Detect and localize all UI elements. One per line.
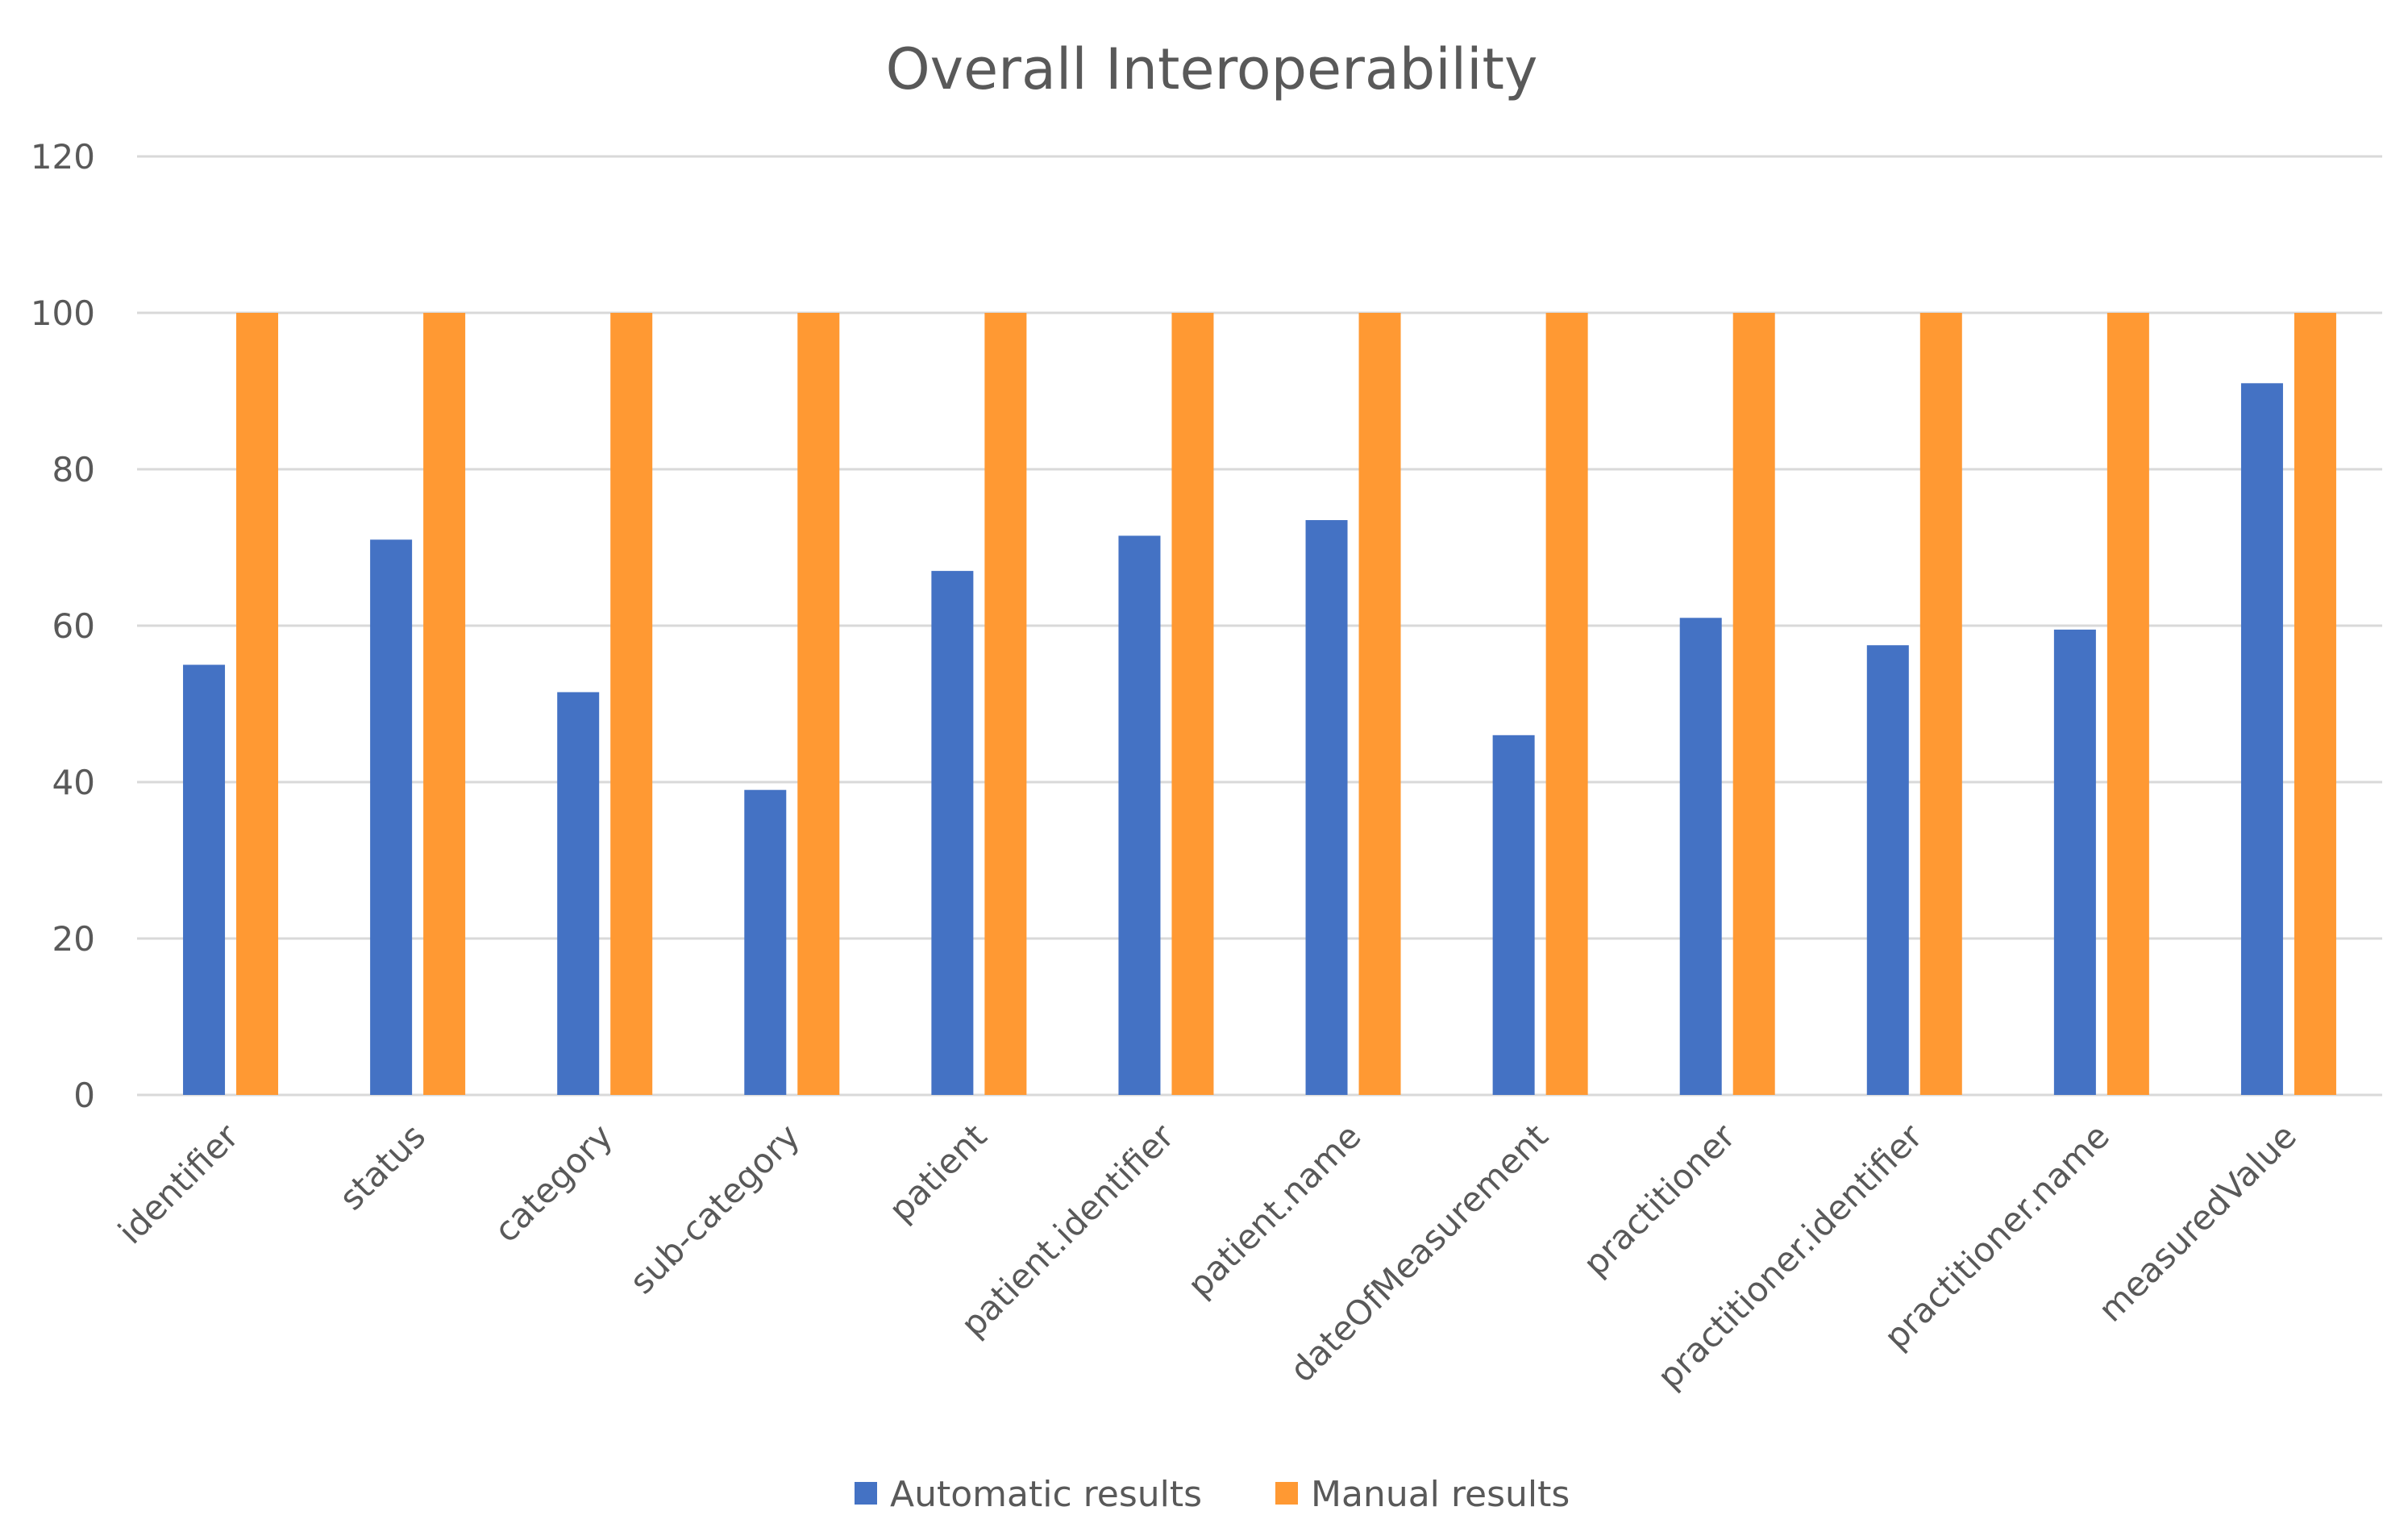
bar-automatic-patient-name xyxy=(1305,520,1348,1095)
bar-automatic-sub-category xyxy=(744,789,787,1095)
y-tick-label: 60 xyxy=(52,606,95,646)
bar-manual-status xyxy=(423,313,466,1095)
category-label: patient.name xyxy=(1180,1116,1369,1305)
bar-automatic-practitioner-identifier xyxy=(1866,645,1909,1095)
y-tick-label: 100 xyxy=(31,293,95,333)
bar-automatic-category xyxy=(557,692,600,1095)
y-axis-ticks: 0 20 40 60 80 100 120 xyxy=(31,137,95,1115)
bar-automatic-practitioner-name xyxy=(2053,629,2096,1095)
bar-manual-category xyxy=(610,313,653,1095)
y-tick-label: 20 xyxy=(52,919,95,959)
bar-manual-identifier xyxy=(236,313,279,1095)
category-label: patient xyxy=(881,1116,994,1229)
chart-title: Overall Interoperability xyxy=(886,36,1538,102)
y-tick-label: 40 xyxy=(52,763,95,802)
bar-automatic-status xyxy=(370,539,413,1095)
legend-swatch-manual xyxy=(1275,1482,1298,1505)
legend-swatch-automatic xyxy=(855,1482,877,1505)
bar-manual-practitioner-name xyxy=(2106,313,2149,1095)
bar-automatic-patient xyxy=(931,571,974,1095)
bar-manual-measuredValue xyxy=(2294,313,2336,1095)
legend-label-automatic: Automatic results xyxy=(890,1474,1202,1515)
bar-automatic-practitioner xyxy=(1679,618,1722,1095)
category-label: status xyxy=(331,1116,433,1217)
bar-manual-practitioner xyxy=(1732,313,1775,1095)
bar-manual-patient-identifier xyxy=(1171,313,1214,1095)
bar-automatic-measuredValue xyxy=(2240,383,2283,1095)
x-axis-labels: identifier status category sub-category pati… xyxy=(110,1116,2304,1396)
category-label: sub-category xyxy=(622,1116,808,1301)
category-label: practitioner xyxy=(1575,1116,1743,1284)
category-label: category xyxy=(486,1116,620,1250)
bar-manual-dateOfMeasurement xyxy=(1545,313,1588,1095)
y-tick-label: 0 xyxy=(73,1076,95,1115)
bar-manual-practitioner-identifier xyxy=(1919,313,1962,1095)
bar-automatic-identifier xyxy=(183,664,226,1095)
y-tick-label: 80 xyxy=(52,450,95,489)
gridlines xyxy=(137,155,2382,1097)
bar-manual-sub-category xyxy=(797,313,840,1095)
legend: Automatic results Manual results xyxy=(855,1474,1570,1515)
bar-manual-patient-name xyxy=(1358,313,1401,1095)
legend-label-manual: Manual results xyxy=(1311,1474,1570,1515)
bar-automatic-patient-identifier xyxy=(1118,535,1161,1095)
category-label: identifier xyxy=(110,1116,246,1251)
bar-automatic-dateOfMeasurement xyxy=(1492,735,1535,1095)
bar-manual-patient xyxy=(984,313,1027,1095)
bars xyxy=(183,313,2336,1095)
category-label: measuredValue xyxy=(2090,1116,2304,1330)
y-tick-label: 120 xyxy=(31,137,95,177)
